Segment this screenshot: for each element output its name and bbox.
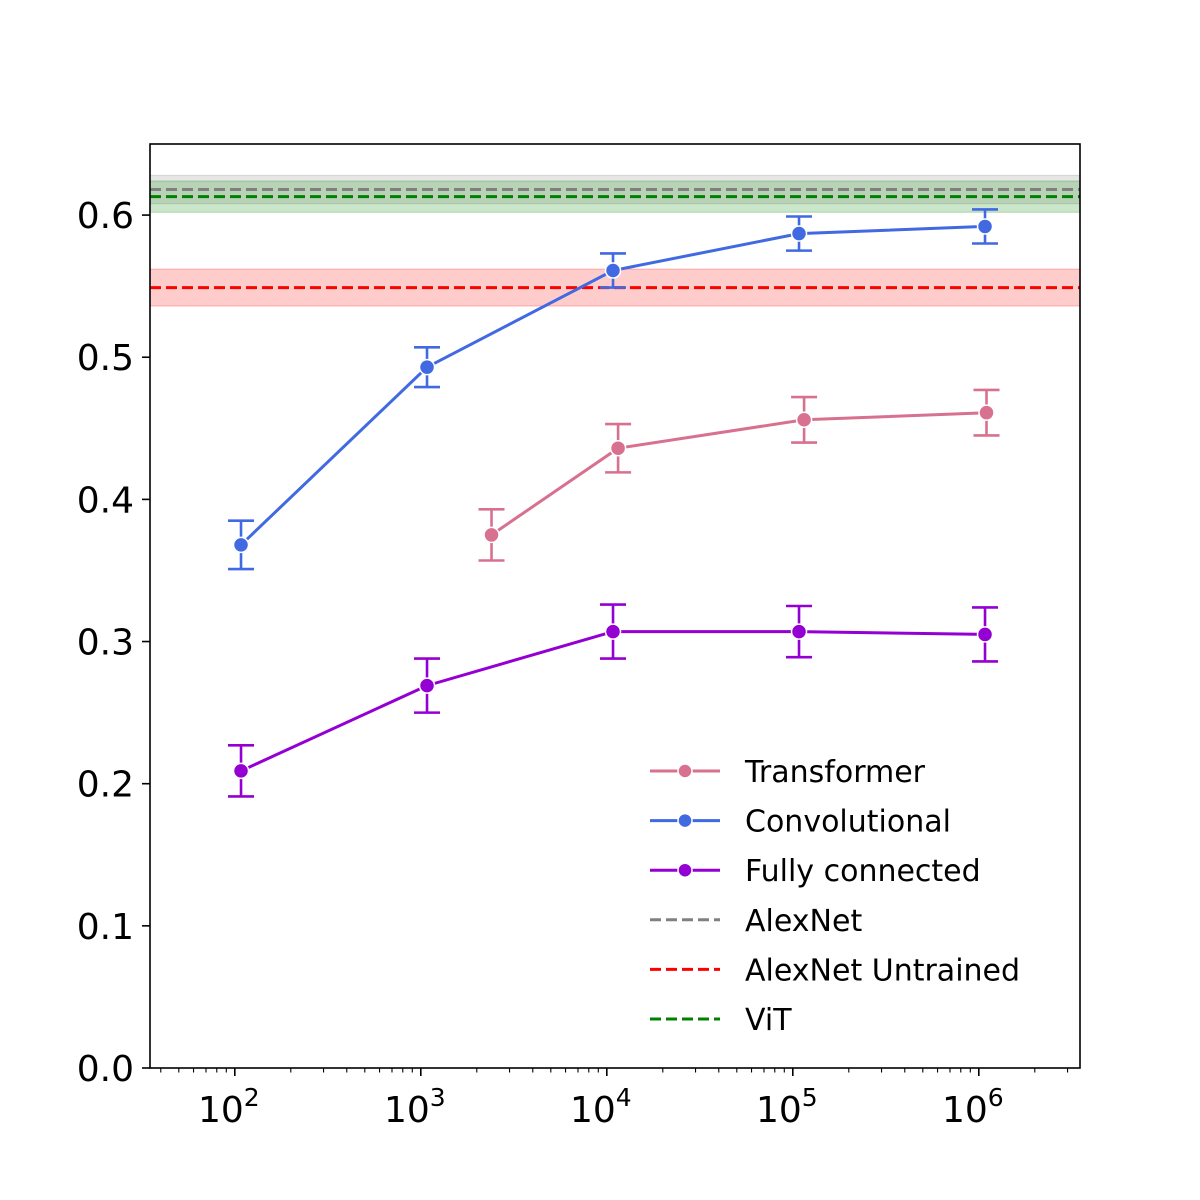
x-tick-exponent: 2: [244, 1083, 260, 1112]
data-point: [418, 358, 436, 376]
y-tick-label-3: 0.3: [77, 623, 134, 664]
legend-label-0: Transformer: [744, 755, 926, 790]
y-tick-label-0: 0.0: [77, 1049, 134, 1090]
y-tick-label-5: 0.5: [77, 338, 134, 379]
data-point: [232, 536, 250, 554]
x-tick-label-0: 102: [198, 1083, 260, 1131]
x-tick-exponent: 4: [616, 1083, 632, 1112]
data-point: [976, 218, 994, 235]
x-tick-label-2: 104: [570, 1083, 632, 1131]
y-tick-label-2: 0.2: [77, 765, 134, 806]
x-tick-base: 10: [384, 1090, 430, 1131]
legend-label-1: Convolutional: [745, 805, 951, 840]
legend-label-5: ViT: [745, 1003, 792, 1038]
y-tick-label-6: 0.6: [77, 196, 134, 237]
data-point: [604, 623, 622, 640]
data-series: [228, 208, 1000, 798]
data-point: [232, 762, 250, 780]
legend-label-3: AlexNet: [745, 904, 862, 939]
x-tick-exponent: 6: [988, 1083, 1004, 1112]
data-point: [976, 626, 994, 643]
y-tick-label-4: 0.4: [77, 480, 134, 521]
data-point: [790, 623, 808, 640]
series-0: [478, 388, 1000, 562]
series-line-0: [490, 411, 987, 537]
legend-label-4: AlexNet Untrained: [745, 953, 1020, 988]
legend-label-2: Fully connected: [745, 854, 981, 889]
data-point: [790, 225, 808, 242]
legend-marker-1: [677, 812, 693, 829]
x-tick-base: 10: [942, 1090, 988, 1131]
y-tick-label-1: 0.1: [77, 907, 134, 948]
data-point: [978, 404, 995, 421]
data-point: [418, 677, 436, 694]
legend: Transformer Convolutional Fully connected A…: [650, 755, 1020, 1038]
x-tick-exponent: 3: [430, 1083, 446, 1112]
x-tick-base: 10: [198, 1090, 244, 1131]
series-2: [228, 603, 999, 798]
x-tick-base: 10: [570, 1090, 616, 1131]
plot-frame: [149, 143, 1081, 1069]
legend-marker-2: [677, 862, 693, 878]
series-1: [228, 208, 999, 571]
x-tick-exponent: 5: [802, 1083, 818, 1112]
data-point: [604, 262, 622, 279]
data-point: [795, 411, 813, 429]
x-tick-label-4: 106: [942, 1083, 1004, 1131]
legend-marker-0: [677, 763, 693, 779]
x-tick-label-3: 105: [756, 1083, 818, 1131]
x-tick-base: 10: [756, 1090, 802, 1131]
data-point: [483, 526, 500, 544]
data-point: [609, 439, 627, 457]
x-tick-label-1: 103: [384, 1083, 446, 1131]
